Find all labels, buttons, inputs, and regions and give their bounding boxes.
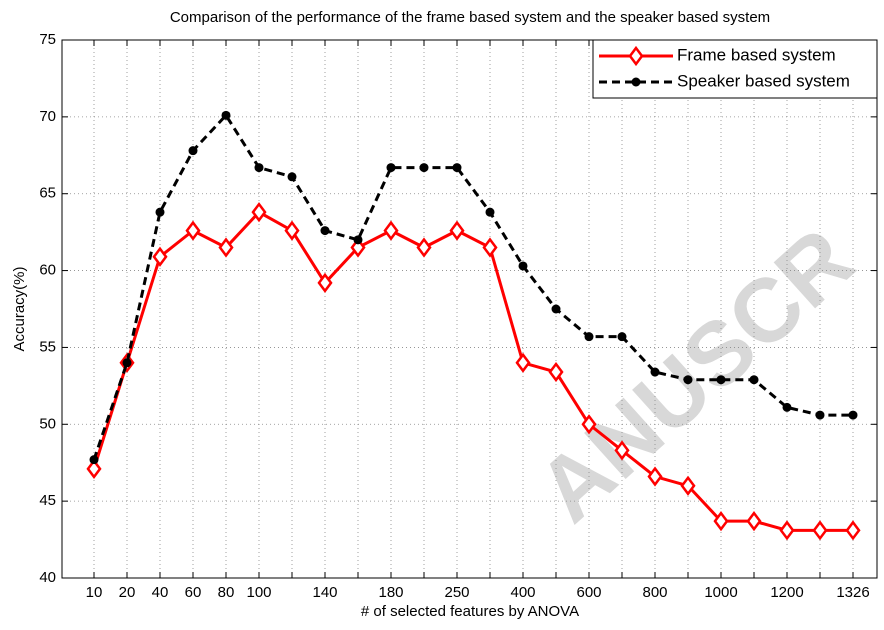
x-tick-label: 1200 (770, 584, 803, 601)
data-point (221, 110, 231, 120)
y-tick-label: 60 (39, 262, 56, 279)
data-point (683, 375, 693, 385)
x-tick-label: 250 (444, 584, 469, 601)
data-point (845, 520, 861, 541)
data-point (551, 304, 561, 314)
x-tick-label: 600 (576, 584, 601, 601)
data-point (287, 172, 297, 182)
x-tick-label: 1000 (704, 584, 737, 601)
data-point (350, 237, 366, 258)
data-point (848, 410, 858, 420)
data-point (614, 440, 630, 461)
data-point (155, 207, 165, 217)
legend-box (592, 39, 878, 99)
data-point (320, 226, 330, 236)
x-tick-label: 1326 (836, 584, 869, 601)
x-tick-label: 80 (218, 584, 235, 601)
y-tick-label: 75 (39, 31, 56, 48)
data-point (449, 220, 465, 241)
data-point (617, 332, 627, 342)
data-point (779, 520, 795, 541)
data-point (383, 220, 399, 241)
data-point (86, 458, 102, 479)
data-point (416, 237, 432, 258)
x-tick-label: 800 (642, 584, 667, 601)
watermark: ANUSCR (519, 209, 872, 541)
data-point (647, 466, 663, 487)
data-point (812, 520, 828, 541)
data-point (419, 163, 429, 173)
data-point (188, 146, 198, 156)
data-point (353, 235, 363, 245)
data-point (386, 163, 396, 173)
chart-title: Comparison of the performance of the fra… (170, 9, 770, 26)
x-tick-label: 180 (378, 584, 403, 601)
x-tick-label: 400 (510, 584, 535, 601)
y-tick-label: 55 (39, 338, 56, 355)
data-point (584, 332, 594, 342)
data-point (713, 511, 729, 532)
data-point (518, 261, 528, 271)
legend-marker (628, 45, 644, 67)
x-tick-label: 140 (312, 584, 337, 601)
x-tick-label: 60 (185, 584, 202, 601)
data-point (89, 455, 99, 465)
data-point (485, 207, 495, 217)
y-tick-label: 65 (39, 185, 56, 202)
x-tick-label: 10 (86, 584, 103, 601)
plot-frame (61, 39, 878, 579)
data-point (650, 367, 660, 377)
data-point (251, 202, 267, 223)
legend-label: Speaker based system (677, 71, 850, 90)
y-tick-label: 45 (39, 492, 56, 509)
data-point (746, 511, 762, 532)
x-axis-label: # of selected features by ANOVA (361, 603, 579, 620)
data-point (152, 246, 168, 267)
data-point (749, 375, 759, 385)
data-point (284, 220, 300, 241)
y-tick-label: 50 (39, 415, 56, 432)
data-point (317, 272, 333, 293)
data-point (515, 352, 531, 373)
data-point (218, 237, 234, 258)
data-point (782, 402, 792, 412)
data-point (548, 361, 564, 383)
data-point (581, 414, 597, 435)
y-tick-label: 40 (39, 569, 56, 586)
data-point (452, 163, 462, 173)
series-line (92, 112, 853, 461)
y-tick-label: 70 (39, 108, 56, 125)
x-tick-label: 100 (246, 584, 271, 601)
data-point (185, 220, 201, 241)
data-point (680, 475, 696, 496)
data-point (716, 375, 726, 385)
legend-marker (631, 77, 641, 87)
x-tick-label: 40 (152, 584, 169, 601)
x-tick-label: 20 (119, 584, 136, 601)
data-point (482, 237, 498, 258)
data-point (122, 358, 132, 368)
legend-label: Frame based system (677, 45, 836, 64)
y-axis-label: Accuracy(%) (11, 266, 28, 351)
data-point (254, 163, 264, 173)
data-point (815, 410, 825, 420)
